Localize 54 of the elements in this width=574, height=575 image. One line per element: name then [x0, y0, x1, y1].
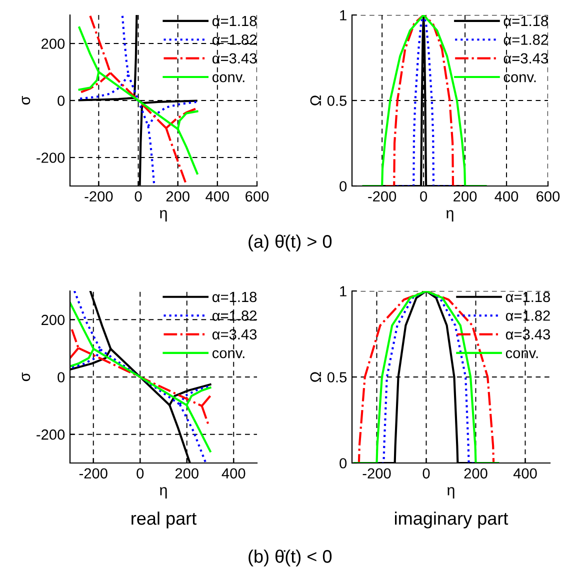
- x-tick-label: 200: [464, 468, 488, 479]
- legend-label: α=1.18: [504, 16, 548, 26]
- x-tick-label: 200: [454, 191, 477, 202]
- legend-label: α=3.43: [506, 329, 550, 340]
- legend-label: conv.: [212, 350, 244, 358]
- legend-label: α=3.43: [504, 53, 548, 64]
- x-tick-label: 400: [494, 191, 518, 202]
- x-tick-label: 0: [420, 191, 428, 202]
- y-tick-label: 0: [340, 181, 347, 192]
- y-tick-label: -200: [36, 429, 65, 440]
- y-tick-label: 200: [42, 314, 65, 326]
- legend-label: α=1.82: [506, 310, 550, 321]
- legend-label: α=1.18: [212, 16, 257, 26]
- y-axis-title: Ω: [310, 372, 321, 382]
- legend-label: conv.: [506, 350, 538, 358]
- y-tick-label: 1: [340, 10, 346, 20]
- x-axis-title: η: [448, 487, 454, 498]
- legend-label: α=3.43: [212, 53, 257, 64]
- y-tick-label: 1: [340, 286, 346, 296]
- y-axis-title: σ: [22, 96, 30, 105]
- y-tick-label: 200: [42, 38, 65, 49]
- x-axis-title: η: [446, 210, 454, 222]
- legend-label: α=1.82: [504, 34, 548, 45]
- legend-label: α=3.43: [212, 329, 257, 340]
- y-axis-title: σ: [22, 372, 30, 382]
- x-tick-label: -200: [362, 468, 391, 479]
- y-axis-title: Ω: [310, 95, 321, 106]
- text: (a) θ̇(t) > 0: [248, 234, 332, 252]
- x-tick-label: -200: [84, 191, 113, 202]
- x-axis-title: η: [160, 487, 167, 498]
- x-tick-label: 400: [513, 468, 537, 479]
- y-tick-label: 0: [58, 96, 65, 106]
- x-axis-title: η: [160, 210, 167, 222]
- y-tick-label: 0: [58, 372, 65, 382]
- text: real part: [132, 512, 196, 528]
- y-tick-label: -200: [36, 152, 65, 163]
- legend-label: α=1.18: [212, 292, 257, 302]
- x-tick-label: 400: [206, 191, 230, 202]
- x-tick-label: -200: [79, 468, 108, 479]
- x-tick-label: 200: [175, 468, 198, 479]
- text: imaginary part: [395, 512, 508, 528]
- x-tick-label: -200: [368, 191, 396, 202]
- x-tick-label: 0: [136, 468, 144, 479]
- x-tick-label: 600: [246, 191, 269, 202]
- y-tick-label: 0: [340, 458, 347, 468]
- x-tick-label: 0: [422, 468, 430, 479]
- x-tick-label: 600: [536, 191, 560, 202]
- y-tick-label: 0.5: [327, 372, 347, 382]
- legend-label: α=1.18: [506, 292, 550, 302]
- y-tick-label: 0.5: [327, 96, 347, 106]
- x-tick-label: 0: [134, 191, 142, 202]
- x-tick-label: 200: [166, 191, 190, 202]
- x-tick-label: 400: [222, 468, 246, 479]
- text: (b) θ̇(t) < 0: [248, 550, 332, 566]
